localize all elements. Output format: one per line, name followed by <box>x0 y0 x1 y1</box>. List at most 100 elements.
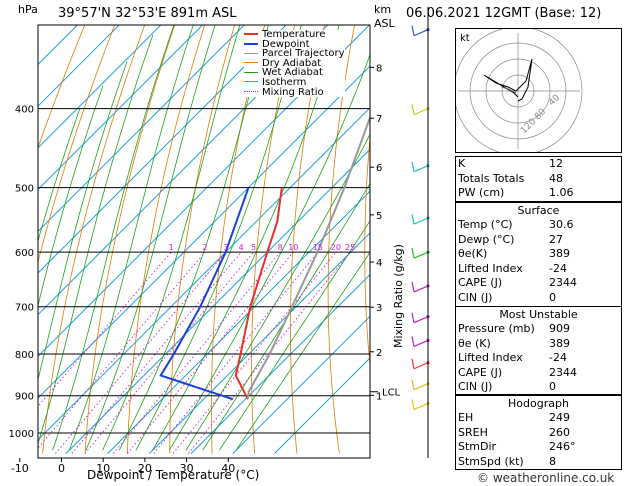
wet-adiabat-line <box>38 85 104 308</box>
mixing-ratio-label: 5 <box>251 243 256 252</box>
x-tick-label: 20 <box>138 462 152 475</box>
station-location: 39°57'N 32°53'E 891m ASL <box>58 6 237 21</box>
isotherm-line <box>232 315 370 454</box>
wind-barb <box>411 214 430 225</box>
legend-item: Dewpoint <box>244 38 345 50</box>
wind-barb-flag <box>411 399 415 410</box>
legend-item: Wet Adiabat <box>244 68 345 78</box>
legend-item: Dry Adiabat <box>244 58 345 69</box>
legend-swatch <box>244 42 258 45</box>
stat-row: StmDir 246° <box>456 440 621 455</box>
pressure-tick-label: 800 <box>15 350 34 361</box>
stat-value: 246° <box>549 440 576 453</box>
stat-row: StmSpd (kt) 8 <box>456 455 621 470</box>
legend-label: Wet Adiabat <box>262 67 323 79</box>
stat-value: 249 <box>549 411 570 424</box>
legend-label: Parcel Trajectory <box>262 48 345 60</box>
legend-label: Dewpoint <box>262 38 310 50</box>
wet-adiabat-line <box>185 133 370 451</box>
dry-adiabat-line <box>624 0 629 454</box>
isotherm-line <box>38 25 246 233</box>
stat-row: K 12 <box>456 157 621 172</box>
mixing-ratio-label: 20 <box>331 243 341 252</box>
stat-row: PW (cm) 1.06 <box>456 186 621 201</box>
mixing-ratio-label: 15 <box>313 243 323 252</box>
legend-label: Mixing Ratio <box>262 86 324 98</box>
indices-box: K 12 Totals Totals 48 PW (cm) 1.06 <box>455 156 622 202</box>
stat-row: SREH 260 <box>456 426 621 441</box>
legend-item: Mixing Ratio <box>244 86 345 98</box>
pressure-tick-label: 400 <box>15 105 34 116</box>
stat-value: 8 <box>549 454 556 468</box>
km-tick-label: 8 <box>376 63 382 74</box>
asl-axis-label: ASL <box>374 17 395 30</box>
km-tick-label: 4 <box>376 258 382 269</box>
mixing-ratio-label: 4 <box>239 243 244 252</box>
stat-value: -24 <box>549 261 567 275</box>
mixing-ratio-line <box>153 251 319 454</box>
stat-value: 48 <box>549 171 563 185</box>
wet-adiabat-line <box>218 220 370 451</box>
stat-row: θe(K) 389 <box>456 247 621 262</box>
km-tick-label: 6 <box>376 163 382 174</box>
stat-label: SREH <box>458 425 488 439</box>
wind-barb-staff <box>413 362 429 370</box>
pressure-tick-label: 500 <box>15 184 34 195</box>
mixing-ratio-label: 2 <box>202 243 207 252</box>
surface-title: Surface <box>517 204 560 217</box>
most-unstable-box: Most Unstable Pressure (mb) 909 θe (K) 389 L… <box>455 306 622 395</box>
legend-swatch <box>244 91 258 93</box>
stat-value: 389 <box>549 247 570 260</box>
stat-row: CAPE (J) 2344 <box>456 366 621 381</box>
sounding-datetime: 06.06.2021 12GMT (Base: 12) <box>406 6 602 21</box>
stat-row: Lifted Index -24 <box>456 262 621 277</box>
legend-swatch <box>244 71 258 73</box>
isotherm-line <box>38 25 120 107</box>
isotherm-line <box>38 107 370 441</box>
mixing-ratio-line <box>38 251 206 449</box>
stat-value: 909 <box>549 322 570 335</box>
stat-label: CAPE (J) <box>458 365 503 379</box>
wet-adiabat-line <box>52 25 175 451</box>
stat-row: EH 249 <box>456 411 621 426</box>
mixing-ratio-label: 10 <box>288 243 298 252</box>
stat-label: CIN (J) <box>458 290 493 304</box>
wind-barb-staff <box>413 383 429 391</box>
wind-barb-flag <box>411 104 415 115</box>
wind-barb-flag <box>411 281 415 293</box>
wind-barb-staff <box>413 29 429 37</box>
dry-adiabat-line <box>169 25 236 454</box>
hodograph-stats-box: Hodograph EH 249 SREH 260 StmDir 246° StmSpd (… <box>455 395 622 470</box>
mixing-ratio-label: 8 <box>278 243 283 252</box>
ring-label-40: 40 <box>547 93 562 108</box>
hpa-axis-label: hPa <box>18 3 38 16</box>
stat-row: Pressure (mb) 909 <box>456 322 621 337</box>
wind-barb-staff <box>413 402 429 411</box>
legend-label: Isotherm <box>262 76 307 88</box>
wind-barb <box>411 281 430 293</box>
wind-barb-staff <box>413 285 429 293</box>
stat-label: CAPE (J) <box>458 276 503 289</box>
wind-barb <box>411 379 430 391</box>
wind-barb <box>411 336 430 348</box>
dry-adiabat-line <box>290 25 325 454</box>
wind-barb <box>411 161 430 173</box>
chart-legend: Temperature Dewpoint Parcel Trajectory Dry … <box>244 30 345 98</box>
wet-adiabat-line <box>38 34 154 445</box>
x-tick-label: -10 <box>11 462 29 475</box>
isotherm-line <box>38 25 204 191</box>
series-dewpoint <box>159 187 250 401</box>
wet-adiabat-line <box>152 25 340 451</box>
hodograph-kt-label: kt <box>460 33 470 44</box>
hodograph-plot: kt 40 80 120 <box>455 28 622 153</box>
km-tick-label: 1 <box>376 391 382 402</box>
series-parcel-trajectory <box>246 114 370 400</box>
stat-label: θe (K) <box>458 336 491 350</box>
copyright-text: © weatheronline.co.uk <box>477 471 615 485</box>
legend-item: Parcel Trajectory <box>244 49 345 59</box>
pressure-tick-label: 1000 <box>9 429 34 440</box>
stat-label: θe(K) <box>458 247 488 260</box>
stat-value: 12 <box>549 157 563 170</box>
dry-adiabat-line <box>400 0 424 454</box>
wet-adiabat-line <box>85 25 216 451</box>
